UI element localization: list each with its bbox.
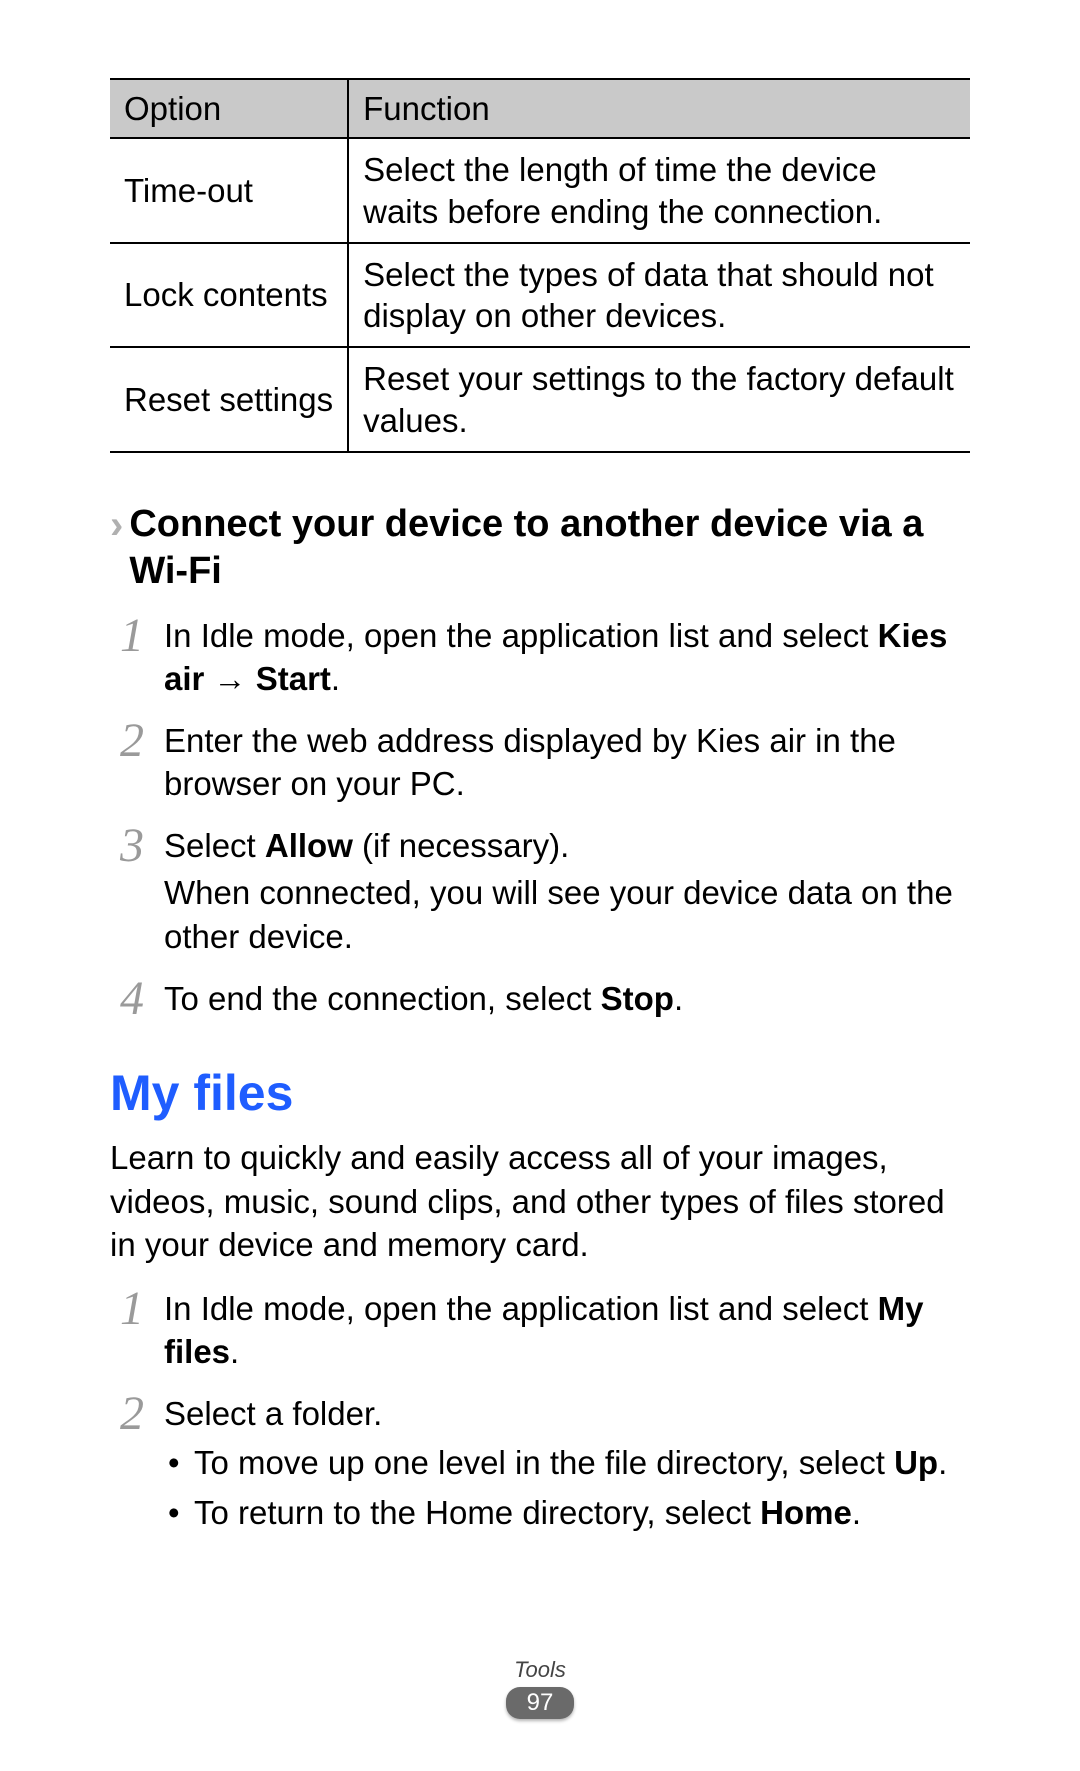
subsection-heading: › Connect your device to another device … [110,501,970,596]
sub-bullets: To move up one level in the file directo… [164,1441,970,1534]
step-number: 3 [110,814,154,877]
step-text: Select a folder. To move up one level in… [164,1395,970,1535]
cell-option: Time-out [110,138,348,243]
cell-option: Lock contents [110,243,348,348]
cell-function: Select the types of data that should not… [348,243,970,348]
cell-function: Select the length of time the device wai… [348,138,970,243]
bullet-item: To return to the Home directory, select … [164,1491,970,1535]
bullet-item: To move up one level in the file directo… [164,1441,970,1485]
subhead-line1: Connect your device to another device vi… [129,503,923,545]
step-text: To end the connection, select Stop. [164,980,683,1017]
step-number: 1 [110,604,154,667]
col-header-option: Option [110,79,348,138]
step-item: 2 Select a folder. To move up one level … [110,1392,970,1535]
footer-section-label: Tools [0,1657,1080,1683]
step-item: 3 Select Allow (if necessary). When conn… [110,824,970,959]
cell-function: Reset your settings to the factory defau… [348,347,970,452]
page-number-badge: 97 [506,1687,574,1719]
steps-list-myfiles: 1 In Idle mode, open the application lis… [110,1287,970,1535]
page-footer: Tools 97 [0,1657,1080,1719]
steps-list-connect: 1 In Idle mode, open the application lis… [110,614,970,1020]
table-row: Time-out Select the length of time the d… [110,138,970,243]
step-item: 4 To end the connection, select Stop. [110,977,970,1021]
step-number: 1 [110,1277,154,1340]
step-number: 4 [110,967,154,1030]
step-item: 2 Enter the web address displayed by Kie… [110,719,970,806]
step-number: 2 [110,1382,154,1445]
subhead-line2: Wi-Fi [129,550,222,592]
table-row: Lock contents Select the types of data t… [110,243,970,348]
step-text: Enter the web address displayed by Kies … [164,722,896,803]
chevron-icon: › [110,501,123,549]
step-text: In Idle mode, open the application list … [164,617,947,698]
table-row: Reset settings Reset your settings to th… [110,347,970,452]
step-item: 1 In Idle mode, open the application lis… [110,1287,970,1374]
subsection-title: Connect your device to another device vi… [129,501,923,596]
step-text: In Idle mode, open the application list … [164,1290,923,1371]
section-title-myfiles: My files [110,1064,970,1122]
manual-page: Option Function Time-out Select the leng… [0,0,1080,1771]
options-table: Option Function Time-out Select the leng… [110,78,970,453]
step-text: Select Allow (if necessary). When connec… [164,827,970,959]
intro-paragraph: Learn to quickly and easily access all o… [110,1136,970,1267]
step-number: 2 [110,709,154,772]
cell-option: Reset settings [110,347,348,452]
step-item: 1 In Idle mode, open the application lis… [110,614,970,701]
table-header-row: Option Function [110,79,970,138]
col-header-function: Function [348,79,970,138]
step-subtext: When connected, you will see your device… [164,871,970,958]
